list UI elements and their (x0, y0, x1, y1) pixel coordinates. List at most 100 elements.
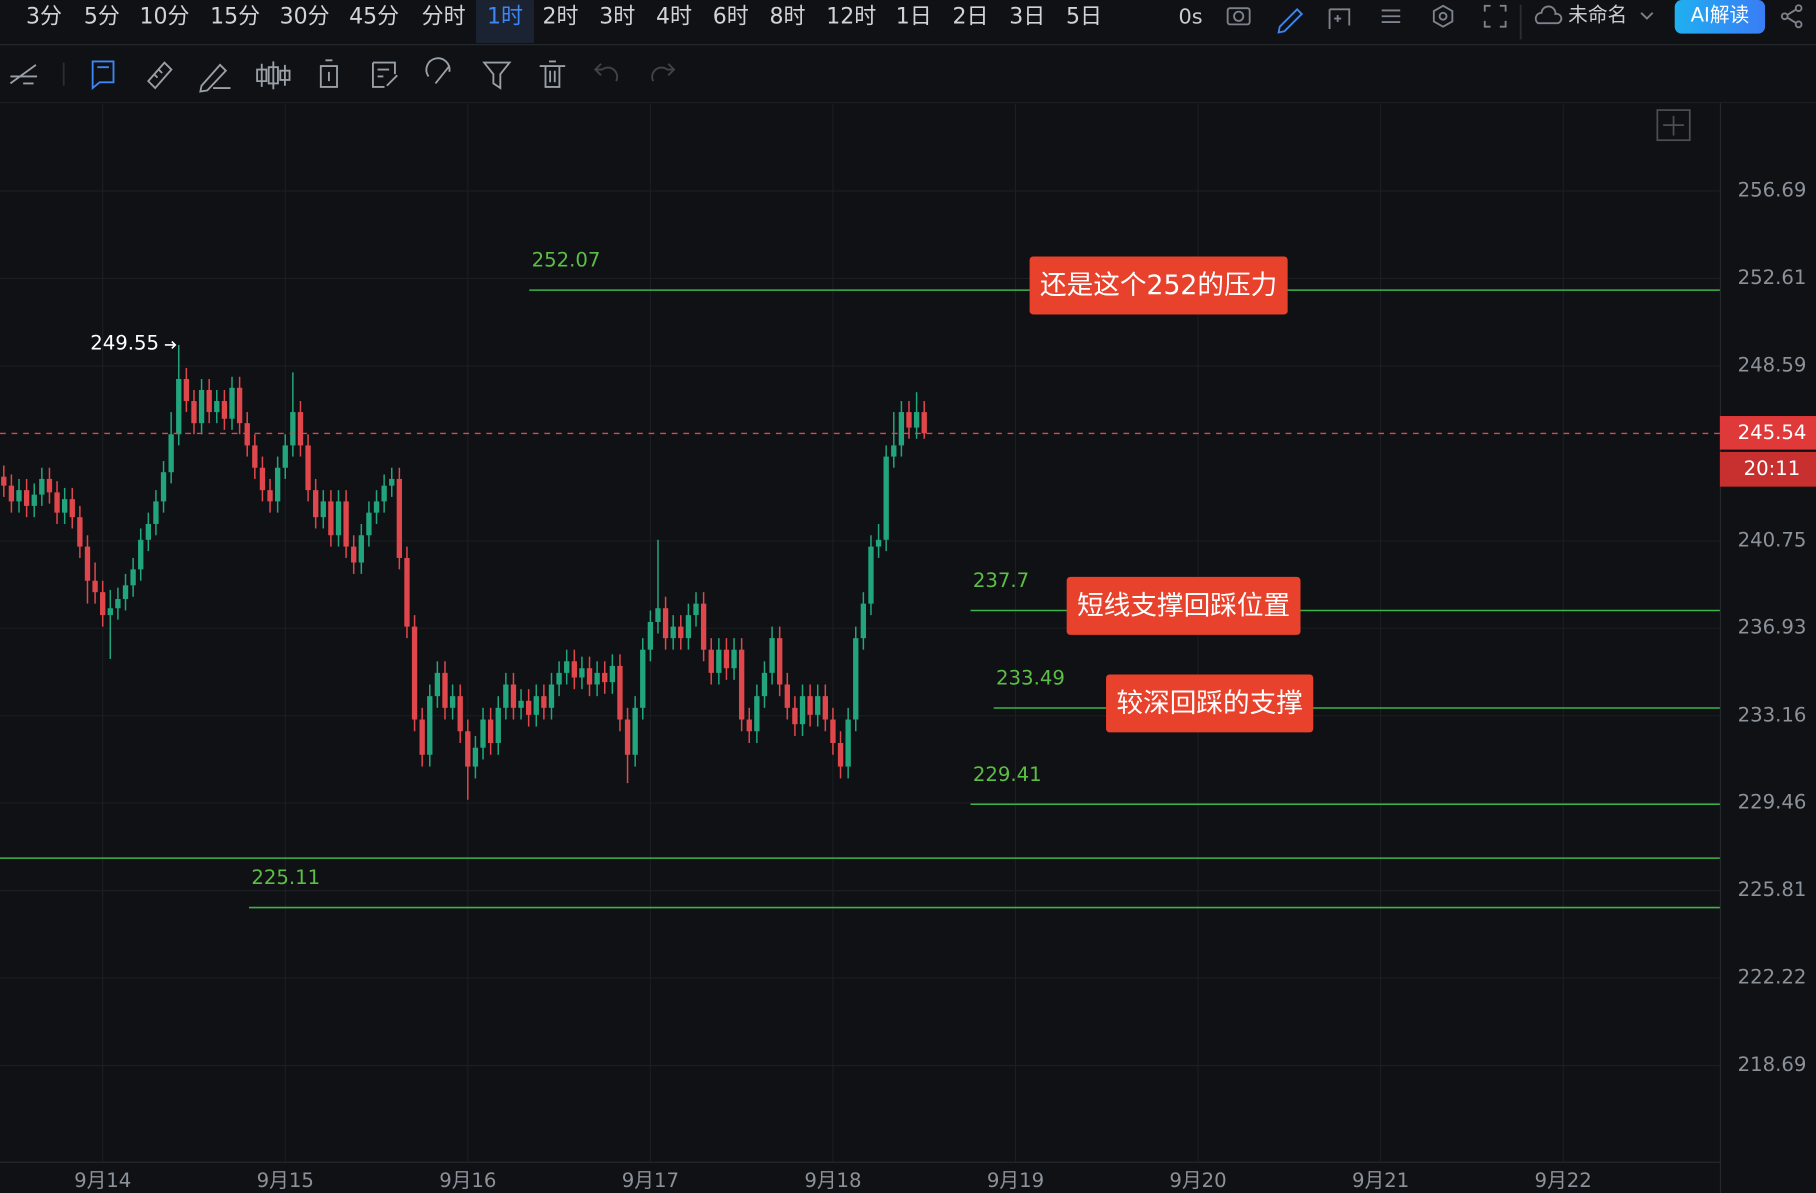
interval-button[interactable]: 3分 (26, 4, 62, 29)
settings-icon[interactable] (1432, 4, 1454, 28)
candle-body (252, 445, 258, 468)
candle-body (799, 696, 806, 725)
candle-body (586, 668, 593, 685)
interval-button[interactable]: 10分 (139, 4, 189, 29)
overlays: 252.07 237.7 233.49 229.41 225.11 还是这个252的压力短… (0, 249, 1816, 909)
candle-body (647, 622, 654, 650)
tool-note[interactable] (91, 60, 115, 91)
candle-body (457, 696, 463, 732)
candle-body (351, 546, 357, 563)
candle-body (571, 661, 577, 678)
candle-body (373, 501, 380, 513)
candle-body (328, 501, 334, 536)
candle-body (807, 696, 813, 715)
camera-icon[interactable] (1226, 7, 1251, 26)
tool-ruler[interactable] (146, 61, 173, 90)
candle-body (282, 445, 288, 468)
candle-body (853, 638, 859, 720)
candle-body (556, 672, 562, 685)
candle-body (822, 696, 828, 720)
candle-body (1, 476, 7, 486)
candle-body (784, 684, 790, 708)
candle-body (138, 539, 144, 570)
list-icon[interactable] (1381, 9, 1401, 23)
draw-icon[interactable] (1277, 8, 1304, 34)
interval-button[interactable]: 12时 (826, 4, 876, 29)
interval-button[interactable]: 6时 (713, 4, 749, 29)
restore-icon[interactable] (1656, 109, 1691, 142)
high-label: 249.55 (90, 331, 159, 354)
candle-body (236, 387, 243, 424)
interval-button[interactable]: 3日 (1009, 4, 1045, 29)
interval-button[interactable]: 3时 (599, 4, 635, 29)
tool-delete[interactable] (539, 60, 566, 88)
candle-body (320, 501, 326, 518)
annotation-text: 较深回踩的支撑 (1116, 688, 1302, 719)
candle-body (594, 672, 600, 685)
interval-button[interactable]: 15分 (210, 4, 260, 29)
x-tick-label: 9月21 (1352, 1169, 1409, 1192)
candle-body (100, 592, 106, 616)
candle-body (769, 638, 775, 673)
candle-body (92, 580, 98, 593)
tool-measure[interactable] (319, 59, 338, 88)
candle-body (548, 684, 555, 708)
level-label: 252.07 (532, 249, 601, 272)
tool-brush[interactable] (199, 63, 231, 93)
candle-body (700, 603, 707, 650)
candle-body (122, 585, 129, 600)
plot (1, 344, 927, 800)
interval-button[interactable]: 2日 (953, 4, 989, 29)
interval-button[interactable]: 1时 (487, 4, 523, 29)
candle-body (419, 719, 425, 755)
ai-button[interactable] (1674, 0, 1766, 34)
candle-body (913, 412, 920, 428)
chevron-icon[interactable] (1640, 12, 1654, 20)
candle-body (579, 668, 585, 678)
y-tick-label: 218.69 (1738, 1053, 1807, 1076)
tool-undo[interactable] (593, 63, 619, 82)
interval-button[interactable]: 5分 (84, 4, 120, 29)
tool-redo[interactable] (651, 63, 676, 82)
candle-body (891, 445, 897, 457)
layout-name[interactable]: 未命名 (1568, 4, 1627, 27)
tool-filter[interactable] (482, 61, 512, 90)
interval-button[interactable]: 5日 (1066, 4, 1102, 29)
grid: 256.69 252.61 248.59 240.75 236.93 233.16 229.… (0, 104, 1806, 1192)
level-label: 237.7 (973, 569, 1029, 592)
interval-button[interactable]: 8时 (770, 4, 806, 29)
annotation-box (1106, 674, 1314, 733)
interval-button[interactable]: 2时 (543, 4, 579, 29)
level-label: 229.41 (973, 763, 1042, 786)
level-label: 233.49 (996, 667, 1065, 690)
candle-body (503, 684, 509, 708)
tool-edit[interactable] (372, 61, 398, 88)
y-tick-label: 248.59 (1738, 354, 1807, 377)
share-icon[interactable] (1780, 12, 1789, 21)
ai-button-label[interactable]: AI解读 (1691, 4, 1750, 27)
candle-body (693, 603, 699, 616)
candle-body (434, 672, 441, 697)
interval-button[interactable]: 45分 (349, 4, 399, 29)
candle-body (221, 401, 228, 419)
add-icon[interactable] (1328, 8, 1351, 30)
candle-body (358, 535, 364, 563)
interval-button[interactable]: 4时 (656, 4, 692, 29)
tool-candles[interactable] (256, 61, 291, 90)
candle-body (883, 456, 889, 540)
candle-body (754, 696, 760, 732)
fullscreen-icon[interactable] (1483, 4, 1507, 28)
candle-body (259, 467, 266, 491)
interval-button[interactable]: 1日 (896, 4, 932, 29)
x-tick-label: 9月19 (987, 1169, 1044, 1192)
interval-button[interactable]: 分时 (422, 4, 466, 29)
candle-body (274, 467, 281, 502)
x-tick-label: 9月20 (1169, 1169, 1226, 1192)
interval-button[interactable]: 30分 (280, 4, 330, 29)
refresh-label[interactable]: 0s (1179, 4, 1203, 28)
candle-body (16, 490, 22, 502)
tool-magnet[interactable] (425, 57, 451, 85)
candle-body (229, 387, 235, 419)
candle-body (921, 412, 927, 434)
tool-trend[interactable] (9, 64, 38, 85)
